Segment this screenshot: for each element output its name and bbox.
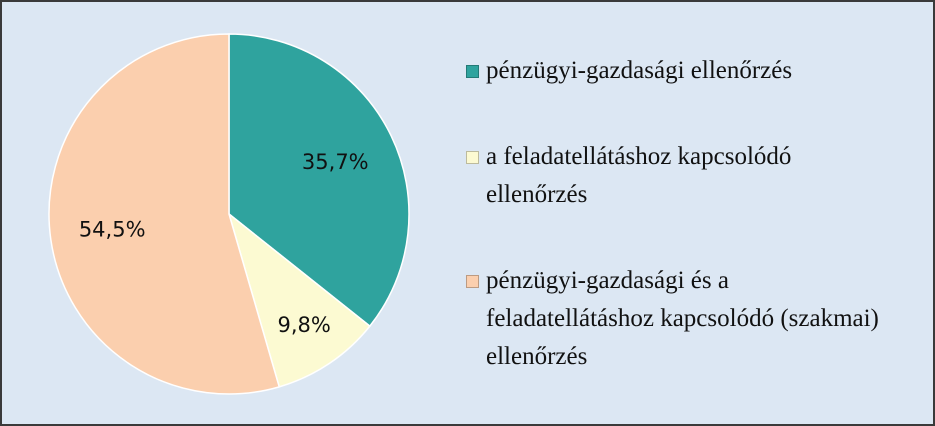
legend-swatch — [466, 65, 479, 78]
legend-label: a feladatellátáshoz kapcsolódó ellenőrzé… — [486, 143, 792, 208]
legend-item: pénzügyi-gazdasági ellenőrzés — [466, 52, 886, 90]
legend-swatch — [466, 275, 479, 288]
legend-item: a feladatellátáshoz kapcsolódó ellenőrzé… — [466, 138, 886, 214]
legend-item: pénzügyi-gazdasági és a feladatellátásho… — [466, 262, 886, 376]
legend-swatch — [466, 151, 479, 164]
legend-label: pénzügyi-gazdasági és a feladatellátásho… — [486, 267, 879, 370]
legend: pénzügyi-gazdasági ellenőrzés a feladatel… — [466, 52, 886, 376]
pie-slice — [227, 211, 371, 388]
value-label: 9,8% — [277, 313, 330, 337]
value-label: 35,7% — [302, 150, 369, 174]
value-label: 54,5% — [79, 218, 146, 242]
pie-slice — [48, 33, 281, 395]
legend-label: pénzügyi-gazdasági ellenőrzés — [486, 57, 793, 84]
pie-slice — [228, 33, 410, 328]
